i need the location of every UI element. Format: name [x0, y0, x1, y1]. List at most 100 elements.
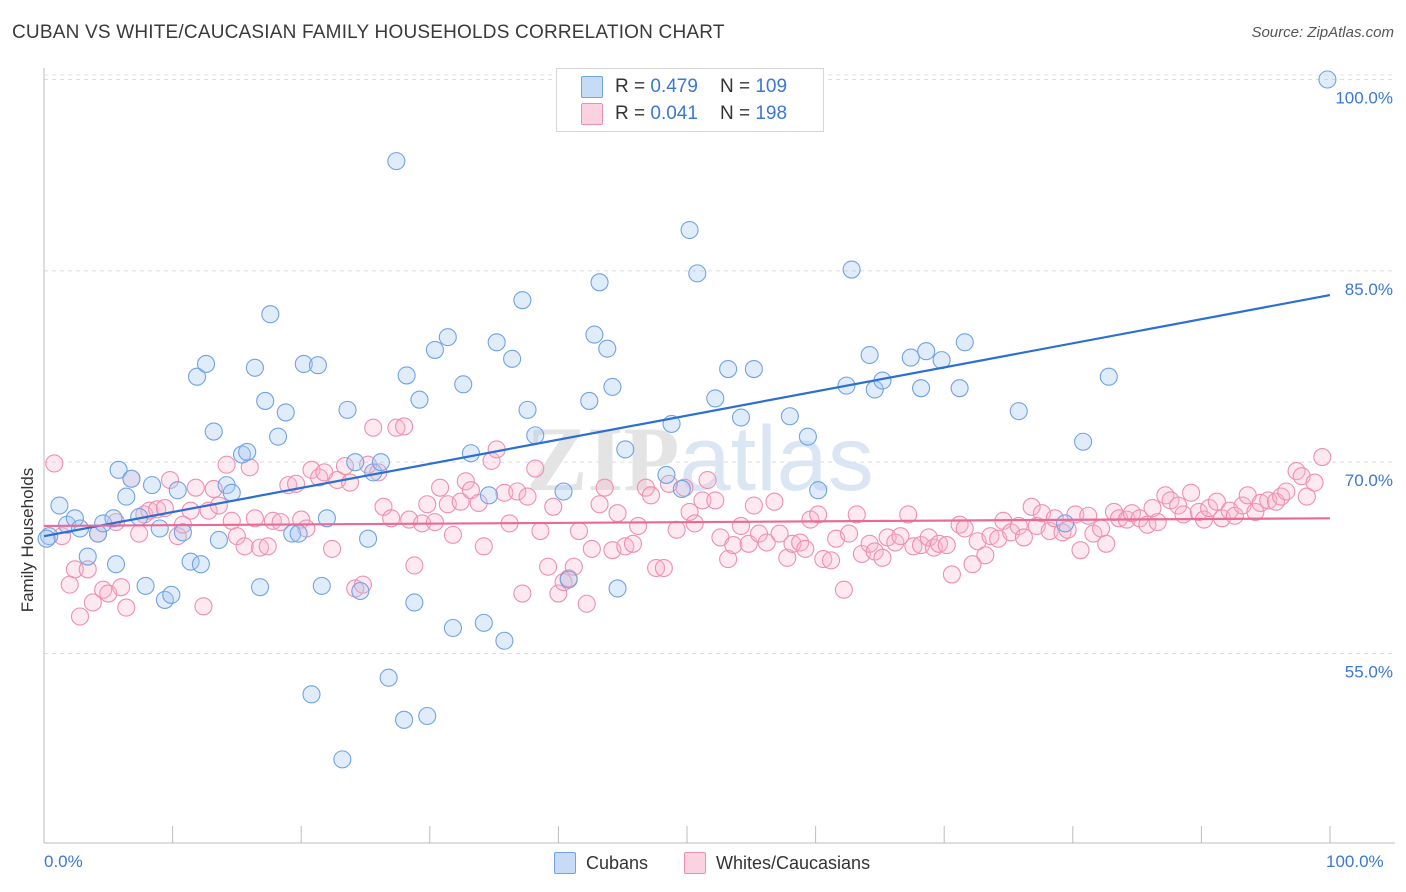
cubans-point	[395, 710, 414, 729]
cubans-point	[245, 358, 264, 377]
cubans-point	[917, 342, 936, 361]
whites-point	[680, 502, 699, 521]
whites-point	[976, 546, 995, 565]
whites-point	[1097, 534, 1116, 553]
whites-point	[569, 521, 589, 541]
cubans-point	[590, 273, 609, 292]
cubans-point	[106, 555, 126, 574]
whites-point	[1092, 519, 1111, 538]
bottom-legend-label-whites: Whites/Caucasians	[716, 852, 871, 873]
cubans-point	[554, 482, 573, 501]
whites-point	[222, 511, 241, 530]
whites-point	[45, 454, 64, 473]
cubans-point	[410, 390, 429, 409]
whites-point	[891, 527, 910, 546]
cubans-point	[1056, 514, 1075, 533]
legend-r-label: R =	[615, 76, 646, 97]
cubans-point	[346, 453, 365, 472]
cubans-point	[238, 442, 257, 462]
whites-point	[1045, 509, 1064, 528]
trend-lines	[43, 293, 1331, 538]
whites-point	[930, 534, 949, 553]
cubans-point	[585, 325, 604, 344]
axes	[43, 68, 1395, 844]
whites-point	[778, 548, 797, 567]
whites-point	[1313, 448, 1332, 467]
cubans-point	[526, 426, 545, 445]
cubans-point	[559, 570, 578, 589]
whites-point	[1246, 502, 1265, 521]
cubans-point	[209, 530, 228, 550]
cubans-point	[276, 403, 295, 422]
series-cubans-points	[37, 70, 1337, 769]
whites-point	[693, 491, 712, 510]
cubans-point	[261, 305, 280, 324]
y-tick-label: 100.0%	[1335, 89, 1393, 108]
legend-r-label: R =	[615, 103, 646, 124]
cubans-point	[37, 529, 56, 548]
bottom-legend-swatch-cubans	[554, 852, 576, 874]
whites-point	[425, 513, 444, 532]
whites-point	[590, 495, 609, 514]
legend-swatch-cubans	[581, 76, 603, 98]
cubans-point	[706, 389, 725, 408]
whites-point	[667, 520, 686, 539]
whites-point	[1287, 462, 1306, 481]
bottom-legend-whites: Whites/Caucasians	[684, 852, 870, 874]
whites-point	[271, 513, 290, 532]
whites-point	[698, 470, 717, 490]
cubans-point	[657, 465, 676, 484]
whites-point	[78, 560, 97, 579]
whites-point	[258, 537, 277, 556]
cubans-point	[425, 340, 444, 359]
cubans-point	[418, 706, 437, 726]
whites-point	[821, 551, 841, 570]
cubans-point	[109, 460, 128, 479]
cubans-point	[312, 576, 331, 595]
cubans-point	[162, 585, 181, 604]
whites-point	[335, 456, 354, 476]
whites-point	[323, 539, 342, 558]
whites-point	[955, 519, 974, 538]
whites-point	[685, 514, 704, 533]
whites-point	[60, 575, 79, 594]
cubans-point	[379, 668, 398, 687]
cubans-point	[608, 579, 627, 598]
cubans-point	[250, 578, 270, 597]
whites-point	[654, 558, 673, 578]
y-tick-labels: 55.0% 70.0% 85.0% 100.0%	[1335, 89, 1393, 682]
whites-point	[70, 607, 90, 626]
whites-point	[706, 491, 725, 510]
cubans-point	[256, 391, 275, 410]
cubans-point	[359, 529, 378, 548]
whites-point	[942, 565, 961, 584]
cubans-point	[1074, 432, 1093, 451]
whites-point	[474, 537, 493, 556]
legend-r-value: 0.041	[650, 103, 698, 124]
whites-point	[1272, 487, 1291, 506]
cubans-point	[518, 400, 537, 419]
whites-point	[186, 478, 205, 497]
cubans-point	[495, 631, 514, 650]
cubans-point	[479, 486, 499, 505]
cubans-point	[232, 445, 252, 464]
whites-point	[549, 584, 568, 603]
cubans-point	[289, 524, 308, 543]
cubans-point	[901, 348, 920, 367]
whites-point	[1297, 487, 1316, 506]
y-tick-label: 55.0%	[1345, 663, 1393, 682]
whites-point	[937, 536, 956, 555]
y-tick-label: 85.0%	[1345, 280, 1393, 299]
cubans-point	[598, 339, 617, 358]
cubans-point	[443, 618, 462, 638]
whites-point	[531, 521, 550, 541]
whites-point	[744, 496, 763, 515]
cubans-point	[487, 333, 506, 352]
x-tick-label-min: 0.0%	[44, 852, 83, 871]
cubans-point	[204, 422, 223, 441]
whites-point	[508, 482, 527, 501]
cubans-point	[78, 547, 97, 566]
whites-point	[1022, 497, 1041, 516]
cubans-point	[191, 555, 210, 574]
whites-point	[919, 528, 938, 547]
